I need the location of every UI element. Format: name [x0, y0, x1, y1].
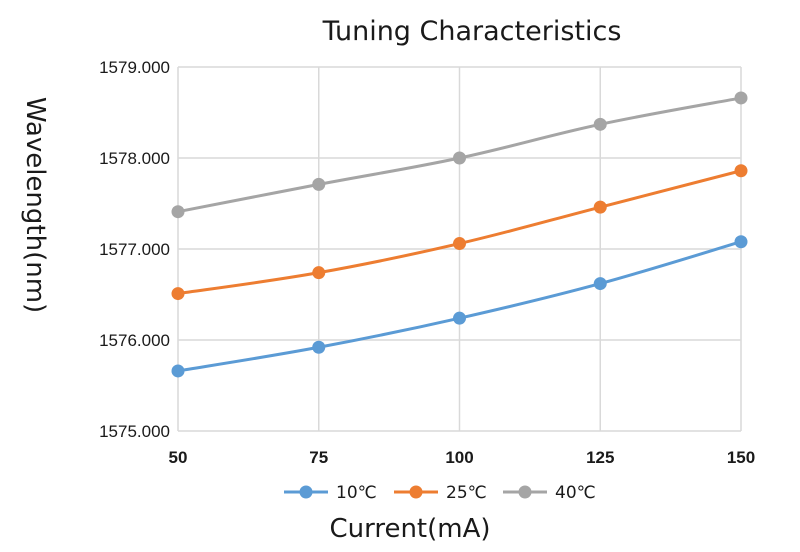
data-point: [171, 364, 185, 378]
data-point: [593, 117, 607, 131]
legend-swatch-marker: [299, 485, 313, 499]
y-tick-label: 1575.000: [99, 422, 170, 441]
x-tick-label: 125: [586, 448, 614, 467]
x-tick-label: 50: [169, 448, 188, 467]
series-lines: [171, 91, 748, 378]
chart-title: Tuning Characteristics: [322, 16, 622, 47]
data-point: [312, 177, 326, 191]
x-tick-label: 150: [727, 448, 755, 467]
data-point: [734, 164, 748, 178]
data-point: [734, 91, 748, 105]
legend: 10℃ 25℃ 40℃: [284, 483, 596, 503]
data-point: [593, 277, 607, 291]
x-axis-ticks: 50 75 100 125 150: [169, 448, 756, 467]
legend-label: 25℃: [446, 483, 487, 503]
data-point: [312, 340, 326, 354]
data-point: [171, 205, 185, 219]
y-tick-label: 1576.000: [99, 331, 170, 350]
y-axis-ticks: 1575.000 1576.000 1577.000 1578.000 1579.000: [99, 58, 170, 441]
data-point: [453, 151, 466, 165]
data-point: [453, 237, 466, 251]
x-tick-label: 75: [309, 448, 328, 467]
grid: [177, 66, 742, 432]
y-tick-label: 1578.000: [99, 149, 170, 168]
x-tick-label: 100: [445, 448, 473, 467]
data-point: [312, 266, 326, 280]
data-point: [734, 235, 748, 249]
y-axis-label: Wavelength(nm): [20, 97, 50, 313]
y-tick-label: 1577.000: [99, 240, 170, 259]
legend-label: 40℃: [555, 483, 596, 503]
data-point: [171, 287, 185, 301]
legend-swatch-marker: [518, 485, 532, 499]
legend-label: 10℃: [336, 483, 377, 503]
data-point: [453, 311, 466, 325]
x-axis-label: Current(mA): [329, 514, 490, 544]
y-tick-label: 1579.000: [99, 58, 170, 77]
legend-swatch-marker: [409, 485, 423, 499]
data-point: [593, 200, 607, 214]
